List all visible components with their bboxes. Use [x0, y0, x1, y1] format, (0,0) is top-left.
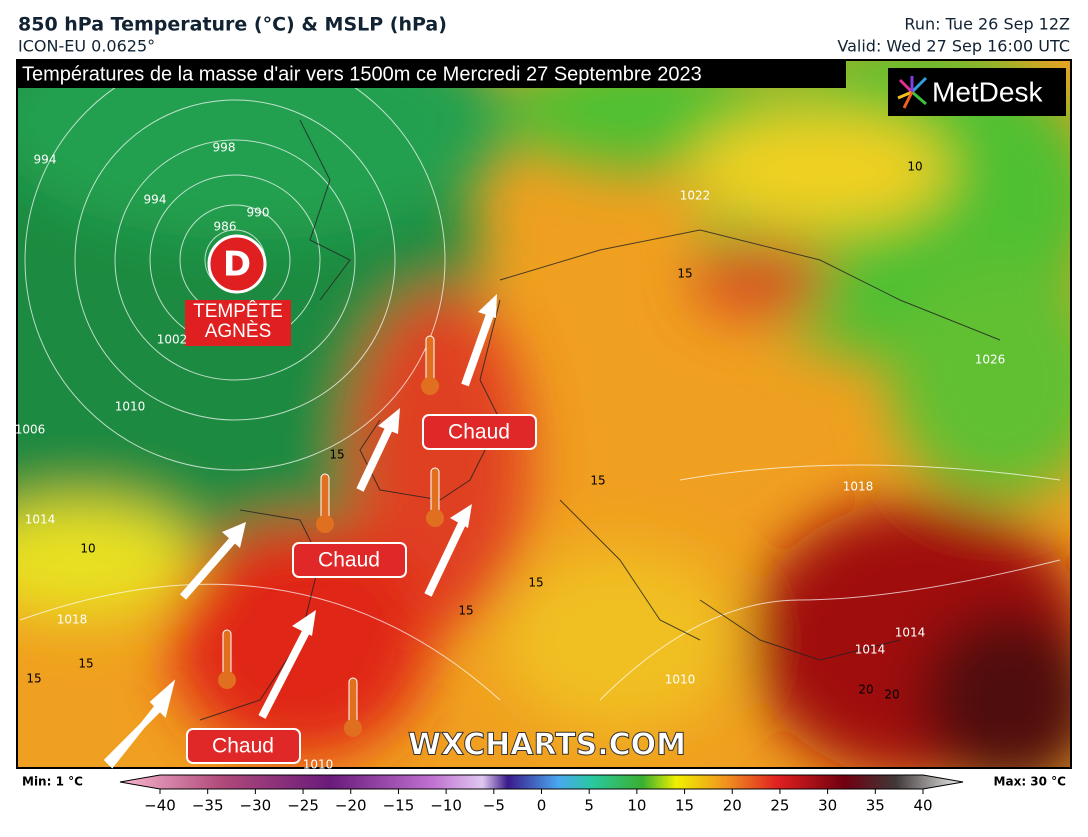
colorbar-min: Min: 1 °C — [22, 775, 83, 789]
arrows — [103, 294, 497, 769]
contour-label: 994 — [144, 193, 167, 207]
colorbar-tick-label: −35 — [192, 797, 224, 815]
storm-name-bg — [185, 300, 291, 346]
banner-bg — [18, 61, 846, 88]
logo-icon — [897, 76, 928, 109]
colorbar-max: Max: 30 °C — [994, 775, 1067, 789]
dynamic: ChaudChaudChaud9949989949869901002101010… — [15, 141, 1006, 815]
contour-label: 998 — [213, 141, 236, 155]
contour-label: 15 — [26, 672, 41, 686]
title: 850 hPa Temperature (°C) & MSLP (hPa) — [18, 14, 447, 36]
label-box — [186, 728, 301, 764]
contour-label: 20 — [858, 683, 873, 697]
colorbar-tick-label: 5 — [584, 797, 594, 815]
label: Chaud — [318, 549, 380, 572]
contour-label: 1014 — [855, 643, 886, 657]
contour-label: 1022 — [680, 189, 711, 203]
contour-label: 20 — [884, 688, 899, 702]
valid: Valid: Wed 27 Sep 16:00 UTC — [837, 37, 1070, 56]
contour-label: 15 — [590, 474, 605, 488]
watermark: WXCHARTS.COM — [408, 728, 686, 763]
colorbar-tick-label: 40 — [913, 797, 932, 815]
colorbar-tick-label: 0 — [537, 797, 547, 815]
contour-label: 15 — [458, 604, 473, 618]
label: Chaud — [448, 421, 510, 444]
colorbar-tick-label: −25 — [287, 797, 319, 815]
colorbar-tick-label: −30 — [240, 797, 272, 815]
storm-symbol: D — [223, 245, 251, 285]
colorbar-tick-label: 15 — [675, 797, 694, 815]
colorbar-tick-label: 10 — [627, 797, 646, 815]
contour-label: 1018 — [57, 613, 88, 627]
colorbar-tick-label: −10 — [430, 797, 462, 815]
banner: Températures de la masse d'air vers 1500… — [22, 63, 702, 85]
model: ICON-EU 0.0625° — [18, 37, 155, 56]
contour-label: 1010 — [665, 673, 696, 687]
contour-label: 1010 — [303, 758, 334, 772]
contour-label: 1014 — [895, 626, 926, 640]
contour-label: 15 — [78, 657, 93, 671]
colorbar-tick-label: −40 — [144, 797, 176, 815]
storm-marker — [207, 234, 267, 294]
contour-label: 1006 — [15, 423, 46, 437]
map-frame — [16, 59, 1072, 769]
colorbar-tick-label: −15 — [383, 797, 415, 815]
contour-label: 994 — [34, 153, 57, 167]
label-box — [292, 542, 407, 578]
storm-name: AGNÈS — [205, 321, 272, 342]
colorbar-tick-label: −5 — [483, 797, 505, 815]
label: Chaud — [212, 735, 274, 758]
contour-label: 10 — [80, 542, 95, 556]
contour-label: 986 — [214, 220, 237, 234]
contour-label: 1018 — [843, 480, 874, 494]
colorbar-tick-label: 35 — [866, 797, 885, 815]
contour-label: 1026 — [975, 353, 1006, 367]
contour-label: 10 — [907, 160, 922, 174]
logo: MetDesk — [932, 76, 1043, 107]
logo-bg — [888, 68, 1066, 116]
storm-name: TEMPÊTE — [193, 300, 283, 322]
thermometers — [218, 335, 444, 737]
colorbar-tick-label: 20 — [723, 797, 742, 815]
contour-label: 990 — [247, 206, 270, 220]
colorbar-tick-label: 30 — [818, 797, 837, 815]
colorbar-tick-label: 25 — [770, 797, 789, 815]
contour-label: 15 — [528, 576, 543, 590]
map — [17, 60, 1071, 768]
run: Run: Tue 26 Sep 12Z — [904, 15, 1070, 34]
colorbar-tick-label: −20 — [335, 797, 367, 815]
label-box — [422, 414, 537, 450]
contour-label: 15 — [329, 448, 344, 462]
contour-label: 15 — [677, 267, 692, 281]
contour-label: 1010 — [115, 400, 146, 414]
contour-label: 1014 — [25, 513, 56, 527]
contour-label: 1002 — [157, 333, 188, 347]
colorbar — [119, 774, 964, 790]
